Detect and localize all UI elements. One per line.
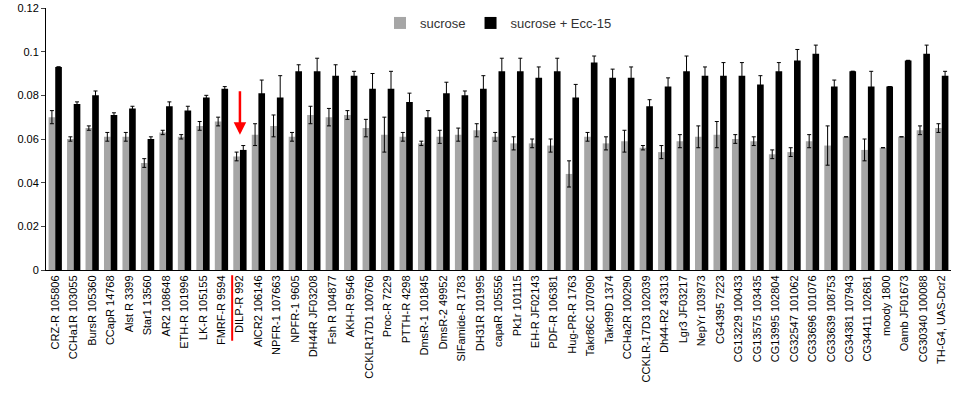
svg-text:DmsR-1 101845: DmsR-1 101845: [418, 275, 430, 355]
svg-text:moody 1800: moody 1800: [880, 275, 892, 336]
svg-text:CG13575 103435: CG13575 103435: [751, 275, 763, 362]
svg-text:Alst R 3399: Alst R 3399: [123, 275, 135, 332]
svg-text:Hug-PR-R 1763: Hug-PR-R 1763: [566, 275, 578, 353]
svg-text:NPFR-1 9605: NPFR-1 9605: [289, 275, 301, 342]
svg-text:CG13995 102804: CG13995 102804: [769, 275, 781, 362]
svg-text:DH31R 101995: DH31R 101995: [474, 275, 486, 351]
svg-text:AKH-R 9546: AKH-R 9546: [344, 275, 356, 337]
svg-text:Pk1r 101115: Pk1r 101115: [511, 275, 523, 336]
svg-text:CCHa1R 103055: CCHa1R 103055: [67, 275, 79, 359]
svg-text:0.02: 0.02: [17, 220, 38, 232]
svg-text:NPFR-1 107663: NPFR-1 107663: [270, 275, 282, 355]
svg-text:0.12: 0.12: [17, 2, 38, 14]
svg-text:CG4395 7223: CG4395 7223: [714, 275, 726, 344]
svg-text:TH-G4, UAS-Dcr2: TH-G4, UAS-Dcr2: [935, 275, 947, 364]
svg-text:AlCR2 106146: AlCR2 106146: [252, 275, 264, 347]
svg-text:Oamb JF01673: Oamb JF01673: [898, 275, 910, 351]
svg-text:Proc-R 7229: Proc-R 7229: [381, 275, 393, 337]
svg-text:CG32547 101062: CG32547 101062: [788, 275, 800, 362]
svg-text:Takr99D 1374: Takr99D 1374: [603, 275, 615, 344]
svg-text:CG13229 100433: CG13229 100433: [732, 275, 744, 362]
svg-text:sucrose: sucrose: [420, 16, 466, 31]
svg-text:capaR 105556: capaR 105556: [492, 275, 504, 347]
svg-text:Fsh R 104877: Fsh R 104877: [326, 275, 338, 344]
svg-text:CCapR 14768: CCapR 14768: [104, 275, 116, 345]
svg-text:Lgr3 JF03217: Lgr3 JF03217: [677, 275, 689, 343]
svg-text:CG34381 107943: CG34381 107943: [843, 275, 855, 362]
svg-text:AR2 108648: AR2 108648: [160, 275, 172, 336]
svg-text:PDF-R 106381: PDF-R 106381: [547, 275, 559, 348]
svg-text:0: 0: [33, 264, 39, 276]
svg-text:DILP-R 992: DILP-R 992: [234, 275, 246, 332]
svg-text:BursR 105360: BursR 105360: [86, 275, 98, 345]
svg-text:ETH-R 101996: ETH-R 101996: [178, 275, 190, 348]
svg-text:CCKLR-17D3 102039: CCKLR-17D3 102039: [640, 275, 652, 382]
svg-text:CG30340 100088: CG30340 100088: [917, 275, 929, 362]
svg-text:CCKLR17D1 100760: CCKLR17D1 100760: [363, 275, 375, 378]
svg-text:LK-R 105155: LK-R 105155: [197, 275, 209, 340]
svg-text:Star1 13560: Star1 13560: [141, 275, 153, 335]
svg-text:0.08: 0.08: [17, 89, 38, 101]
svg-text:CRZ-R 105806: CRZ-R 105806: [49, 275, 61, 349]
svg-text:CCHa2R 100290: CCHa2R 100290: [621, 275, 633, 359]
svg-text:PTTH-R 4298: PTTH-R 4298: [400, 275, 412, 343]
svg-text:FMRF-R 9594: FMRF-R 9594: [215, 275, 227, 345]
svg-text:sucrose + Ecc-15: sucrose + Ecc-15: [511, 16, 612, 31]
svg-text:0.1: 0.1: [24, 46, 39, 58]
svg-text:CG33639 108753: CG33639 108753: [825, 275, 837, 362]
svg-text:EH-R JF02143: EH-R JF02143: [529, 275, 541, 348]
svg-text:NepYr 103973: NepYr 103973: [695, 275, 707, 346]
svg-text:SIFamide-R 1783: SIFamide-R 1783: [455, 275, 467, 361]
svg-text:Takr86C 107090: Takr86C 107090: [584, 275, 596, 356]
svg-text:0.06: 0.06: [17, 133, 38, 145]
svg-text:DmsR-2 49952: DmsR-2 49952: [437, 275, 449, 349]
svg-text:Dh44-R2 43313: Dh44-R2 43313: [658, 275, 670, 353]
svg-text:0.04: 0.04: [17, 177, 38, 189]
svg-text:CG34411 102681: CG34411 102681: [861, 275, 873, 361]
svg-text:DH44R JF03208: DH44R JF03208: [307, 275, 319, 357]
svg-text:CG33696 101076: CG33696 101076: [806, 275, 818, 362]
